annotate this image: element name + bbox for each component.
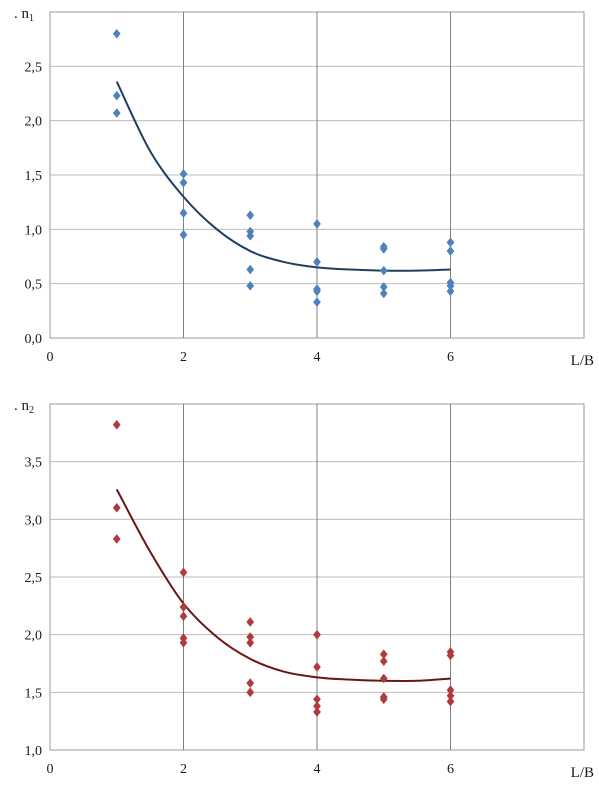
x-tick-label: 0 [47, 762, 54, 777]
data-point [313, 297, 321, 308]
y-tick-label: 1,0 [25, 744, 43, 759]
x-tick-label: 6 [447, 762, 454, 777]
data-point [313, 218, 321, 229]
x-tick-label: 0 [47, 350, 54, 365]
y-axis-label-subscript: 2 [29, 405, 34, 416]
x-tick-label: 4 [314, 762, 321, 777]
y-tick-label: 2,0 [25, 115, 43, 130]
data-point [112, 108, 121, 118]
data-point [446, 246, 455, 256]
data-point [179, 229, 188, 240]
data-point [112, 419, 121, 430]
data-point [313, 257, 321, 267]
data-point [246, 210, 255, 221]
y-tick-label: 1,0 [25, 223, 43, 238]
data-point [179, 208, 188, 218]
data-point [446, 286, 455, 297]
y-tick-label: 1,5 [25, 169, 43, 184]
data-point [246, 230, 255, 241]
data-point [179, 169, 188, 179]
data-point [313, 662, 321, 672]
y-axis-label-dot: . [14, 6, 22, 22]
data-point [246, 687, 255, 698]
x-tick-label: 6 [447, 350, 454, 365]
y-axis-label-text: n [22, 398, 30, 414]
data-point [112, 90, 121, 101]
data-point [246, 637, 255, 648]
chart-1: 0,00,51,01,52,02,50 2 4 6. n1L/B [14, 6, 594, 369]
y-axis-label-subscript: 1 [29, 13, 34, 24]
data-point [313, 286, 321, 297]
y-tick-label: 3,5 [25, 456, 43, 471]
y-tick-label: 0,0 [25, 332, 43, 347]
data-point [446, 237, 455, 248]
y-axis-label-text: n [22, 6, 30, 22]
data-point [313, 707, 321, 717]
trend-line [115, 488, 451, 683]
data-point [179, 567, 188, 578]
data-point [246, 617, 255, 627]
data-point [379, 694, 388, 705]
data-point [313, 629, 321, 640]
data-point [179, 611, 188, 622]
data-point [446, 696, 455, 707]
x-tick-label: 2 [180, 350, 187, 365]
y-tick-label: 2,5 [25, 60, 43, 75]
y-tick-label: 0,5 [25, 278, 43, 293]
data-point [112, 502, 121, 513]
y-tick-label: 2,0 [25, 629, 43, 644]
chart-2: 1,01,52,02,53,03,50 2 4 6. n2L/B [14, 398, 594, 781]
y-tick-label: 3,0 [25, 513, 43, 528]
data-point [379, 656, 388, 667]
y-tick-label: 2,5 [25, 571, 43, 586]
data-point [246, 264, 255, 275]
data-point [379, 288, 388, 299]
x-tick-label: 4 [314, 350, 321, 365]
x-axis-label: L/B [571, 765, 594, 781]
y-axis-label-dot: . [14, 398, 22, 414]
y-axis-label: . n2 [14, 398, 34, 416]
y-tick-label: 1,5 [25, 686, 43, 701]
data-point [179, 177, 188, 188]
data-point [379, 673, 388, 684]
x-axis-label: L/B [571, 353, 594, 369]
x-tick-label: 2 [180, 762, 187, 777]
data-point [379, 243, 388, 254]
trend-line [115, 81, 451, 272]
y-axis-label: . n1 [14, 6, 34, 24]
data-point [179, 602, 188, 612]
data-point [179, 637, 188, 648]
data-point [112, 28, 121, 39]
data-point [246, 280, 255, 291]
data-point [379, 265, 388, 276]
data-point [446, 650, 455, 661]
data-point [112, 534, 121, 544]
data-point [246, 678, 255, 689]
